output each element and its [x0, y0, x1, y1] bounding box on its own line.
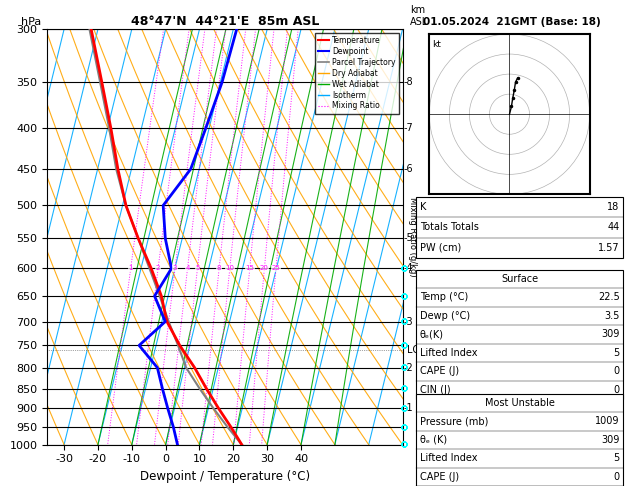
Text: 0: 0 — [613, 366, 620, 376]
Text: 1.57: 1.57 — [598, 243, 620, 253]
Text: Lifted Index: Lifted Index — [420, 453, 477, 463]
Text: Mixing Ratio (g/kg): Mixing Ratio (g/kg) — [408, 197, 416, 277]
Text: 5: 5 — [613, 348, 620, 358]
Text: -1: -1 — [403, 403, 413, 413]
Text: 44: 44 — [608, 223, 620, 232]
Text: 10: 10 — [225, 265, 234, 271]
Text: θₑ (K): θₑ (K) — [420, 435, 447, 445]
Text: 1: 1 — [128, 265, 133, 271]
Text: -8: -8 — [403, 77, 413, 87]
Text: -6: -6 — [403, 164, 413, 174]
Text: 3.5: 3.5 — [604, 311, 620, 321]
Text: Most Unstable: Most Unstable — [484, 398, 555, 408]
Text: 18: 18 — [608, 202, 620, 212]
Text: 4: 4 — [186, 265, 190, 271]
Text: 309: 309 — [601, 435, 620, 445]
Text: 5: 5 — [195, 265, 199, 271]
Text: 1009: 1009 — [595, 417, 620, 426]
Text: PW (cm): PW (cm) — [420, 243, 461, 253]
Text: kt: kt — [433, 40, 442, 50]
Text: CAPE (J): CAPE (J) — [420, 366, 459, 376]
Text: 0: 0 — [613, 385, 620, 395]
Text: 20: 20 — [260, 265, 269, 271]
Text: -2: -2 — [403, 363, 413, 373]
Text: km
ASL: km ASL — [409, 5, 428, 27]
Text: -5: -5 — [403, 233, 413, 243]
Text: 22.5: 22.5 — [598, 293, 620, 302]
Text: -7: -7 — [403, 123, 413, 134]
Text: 0: 0 — [613, 472, 620, 482]
Title: 48°47'N  44°21'E  85m ASL: 48°47'N 44°21'E 85m ASL — [131, 15, 319, 28]
Text: 01.05.2024  21GMT (Base: 18): 01.05.2024 21GMT (Base: 18) — [423, 17, 600, 27]
Text: -4: -4 — [403, 263, 413, 274]
Text: CAPE (J): CAPE (J) — [420, 472, 459, 482]
Text: © weatheronline.co.uk: © weatheronline.co.uk — [467, 474, 572, 484]
Text: -3: -3 — [403, 316, 413, 327]
Text: 8: 8 — [217, 265, 221, 271]
Text: 25: 25 — [272, 265, 281, 271]
Text: Totals Totals: Totals Totals — [420, 223, 479, 232]
Text: Temp (°C): Temp (°C) — [420, 293, 468, 302]
Text: 309: 309 — [601, 330, 620, 339]
Text: Dewp (°C): Dewp (°C) — [420, 311, 470, 321]
Text: Pressure (mb): Pressure (mb) — [420, 417, 488, 426]
Legend: Temperature, Dewpoint, Parcel Trajectory, Dry Adiabat, Wet Adiabat, Isotherm, Mi: Temperature, Dewpoint, Parcel Trajectory… — [314, 33, 399, 114]
Text: Lifted Index: Lifted Index — [420, 348, 477, 358]
Text: K: K — [420, 202, 426, 212]
Text: Surface: Surface — [501, 274, 538, 284]
Text: hPa: hPa — [21, 17, 41, 27]
Text: LCL: LCL — [407, 345, 425, 355]
Text: 3: 3 — [173, 265, 177, 271]
Text: CIN (J): CIN (J) — [420, 385, 450, 395]
Text: θₑ(K): θₑ(K) — [420, 330, 443, 339]
X-axis label: Dewpoint / Temperature (°C): Dewpoint / Temperature (°C) — [140, 470, 310, 483]
Text: 5: 5 — [613, 453, 620, 463]
Text: 15: 15 — [245, 265, 254, 271]
Text: 2: 2 — [156, 265, 160, 271]
